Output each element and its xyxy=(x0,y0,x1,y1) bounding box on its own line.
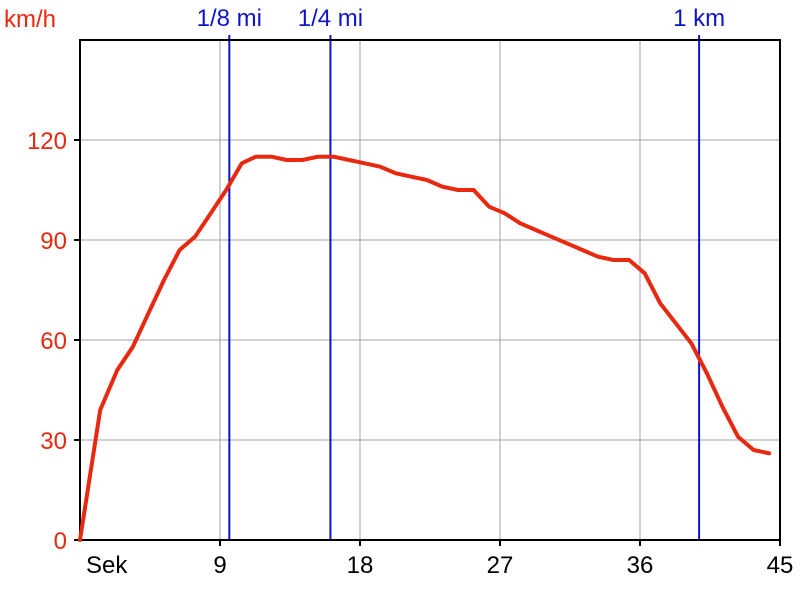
x-tick-label: 18 xyxy=(347,552,374,579)
y-tick-label: 60 xyxy=(40,328,67,355)
x-tick-label: 27 xyxy=(487,552,514,579)
x-axis-label: Sek xyxy=(86,552,128,579)
y-tick-label: 120 xyxy=(27,128,67,155)
y-axis-label: km/h xyxy=(4,6,56,33)
y-tick-label: 0 xyxy=(54,528,67,555)
x-tick-label: 45 xyxy=(767,552,794,579)
x-tick-label: 36 xyxy=(627,552,654,579)
marker-label: 1/8 mi xyxy=(197,5,262,32)
distance-markers: 1/8 mi 1/4 mi 1 km xyxy=(197,5,725,540)
axis-ticks: 0 30 60 90 120 9 18 27 36 45 xyxy=(27,128,793,579)
y-tick-label: 90 xyxy=(40,228,67,255)
plot-frame xyxy=(79,39,781,541)
y-tick-label: 30 xyxy=(40,428,67,455)
x-tick-label: 9 xyxy=(213,552,226,579)
speed-series-line xyxy=(78,154,772,542)
grid-layer xyxy=(80,40,780,540)
series-layer xyxy=(78,154,772,542)
marker-label: 1/4 mi xyxy=(298,5,363,32)
marker-label: 1 km xyxy=(673,5,725,32)
